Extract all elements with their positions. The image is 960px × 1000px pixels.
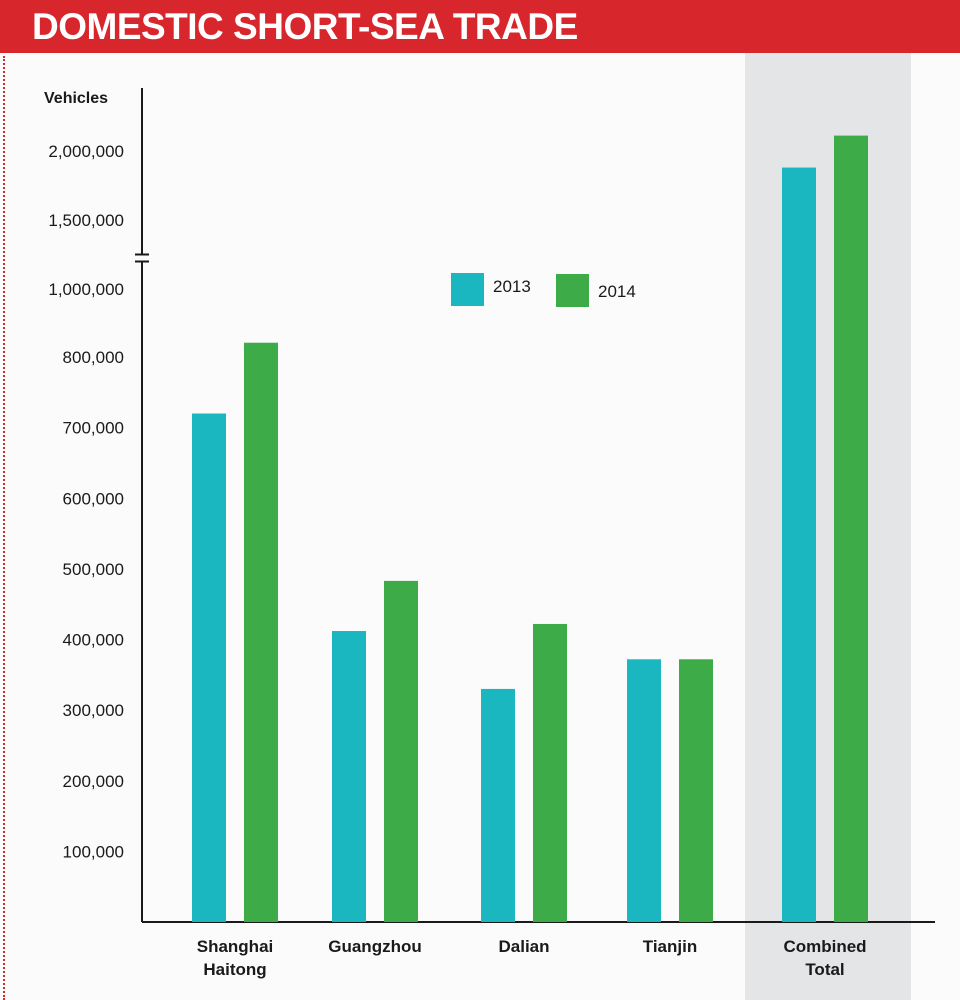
x-category-label: Tianjin [643, 937, 697, 956]
legend-label-2013: 2013 [493, 277, 531, 296]
y-tick-label: 100,000 [63, 842, 124, 861]
dotted-border [3, 56, 5, 1000]
y-tick-label: 500,000 [63, 560, 124, 579]
bar-2014-4 [834, 135, 868, 923]
y-tick-label: 400,000 [63, 631, 124, 650]
chart-title: DOMESTIC SHORT-SEA TRADE [32, 6, 578, 47]
y-tick-label: 1,000,000 [48, 280, 124, 299]
y-axis-unit-label: Vehicles [44, 90, 108, 107]
x-category-label: Guangzhou [328, 937, 421, 956]
highlight-band [745, 53, 911, 1000]
y-tick-label: 600,000 [63, 489, 124, 508]
x-category-label: Dalian [498, 937, 549, 956]
x-category-label: Combined Total [783, 937, 866, 979]
header-bar: DOMESTIC SHORT-SEA TRADE [0, 0, 960, 53]
bar-2014-1 [384, 580, 418, 922]
y-tick-label: 200,000 [63, 772, 124, 791]
y-tick-label: 300,000 [63, 701, 124, 720]
axis-break-gap [139, 253, 145, 263]
bar-2013-3 [627, 659, 661, 922]
bar-2014-2 [533, 623, 567, 922]
bar-2013-0 [192, 413, 226, 922]
bar-2013-1 [332, 631, 366, 922]
legend-swatch-2013 [451, 273, 484, 306]
bar-2014-0 [244, 342, 278, 923]
y-tick-label: 1,500,000 [48, 211, 124, 230]
bar-2013-2 [481, 688, 515, 922]
bar-2013-4 [782, 167, 816, 922]
bar-2014-3 [679, 659, 713, 922]
y-tick-label: 800,000 [63, 348, 124, 367]
legend-swatch-2014 [556, 274, 589, 307]
x-category-label: Shanghai Haitong [197, 937, 274, 979]
y-tick-label: 2,000,000 [48, 142, 124, 161]
y-tick-label: 700,000 [63, 419, 124, 438]
legend-label-2014: 2014 [598, 282, 636, 301]
